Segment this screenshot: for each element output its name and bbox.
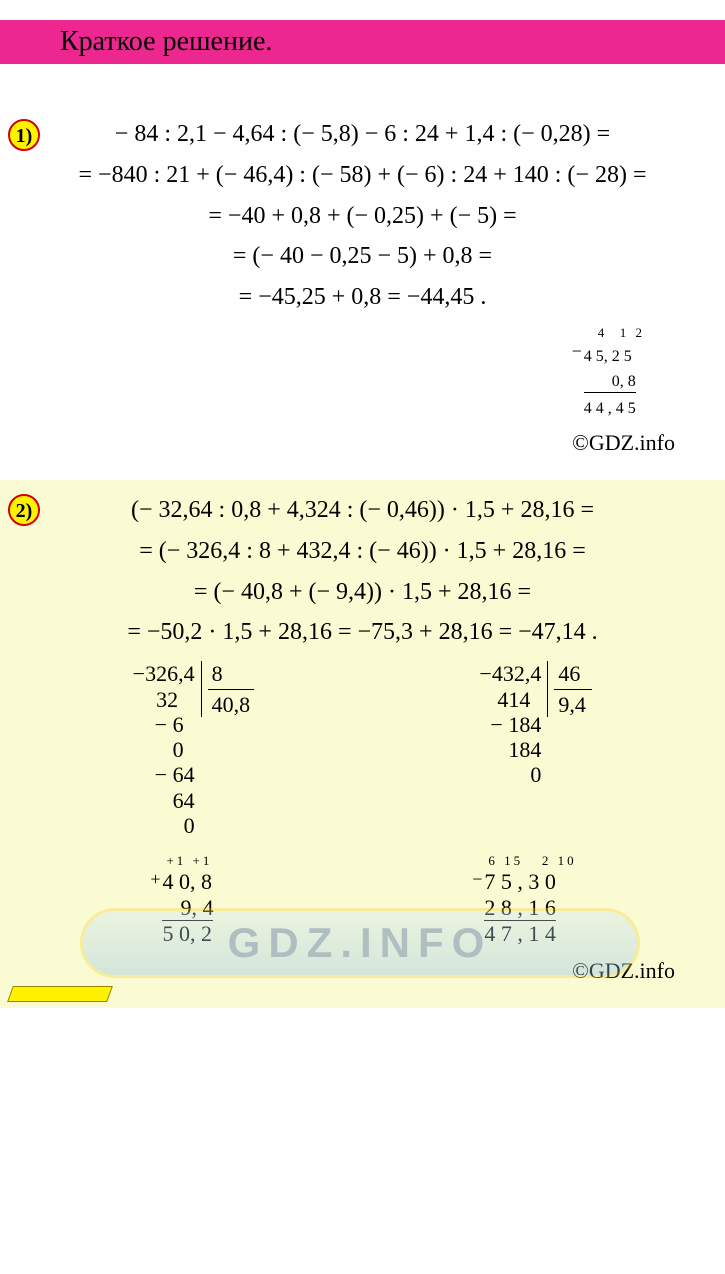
ld2-quotient: 9,4 [554,690,592,717]
problem-1-math: − 84 : 2,1 − 4,64 : (− 5,8) − 6 : 24 + 1… [20,114,705,318]
p1-sub-top: 4 5, 2 5 [584,348,632,365]
bullet-2: 2) [8,494,40,526]
problem-1-section: 1) − 84 : 2,1 − 4,64 : (− 5,8) − 6 : 24 … [0,64,725,480]
logo-badge-bottom: GDZ.INFO [80,908,640,978]
ld1-s1: 6 [167,712,184,737]
p2-line-0: (− 32,64 : 0,8 + 4,324 : (− 0,46)) · 1,5… [30,490,695,531]
p1-line-3: = (− 40 − 0,25 − 5) + 0,8 = [30,236,695,277]
header-bar: Краткое решение. [0,20,725,64]
p2-sub-carry: 6 15 2 10 [470,854,576,869]
problem-2-math: (− 32,64 : 0,8 + 4,324 : (− 0,46)) · 1,5… [20,490,705,653]
p2-longdiv-row: −326,4 32 − 6 0 − 64 64 0 8 40,8 −432,4 … [20,653,705,846]
logo-text-bottom: GDZ.INFO [80,908,640,978]
p2-sub-top: 7 5 , 3 0 [484,869,556,894]
p1-column-subtraction: 4 1 2 −4 5, 2 5 0, 8 4 4 , 4 5 [20,318,705,426]
ld1-s4: 64 [167,788,195,813]
ld2-divisor: 46 [554,661,592,689]
ld2-s3: 0 [514,762,542,787]
problem-2-section: 2) (− 32,64 : 0,8 + 4,324 : (− 0,46)) · … [0,480,725,1008]
ld2-s1: 184 [503,712,542,737]
ld1-quotient: 40,8 [208,690,255,717]
p2-add-carry: +1 +1 [148,854,213,869]
p1-line-2: = −40 + 0,8 + (− 0,25) + (− 5) = [30,196,695,237]
copyright-1: ©GDZ.info [20,426,705,460]
ld1-s2: 0 [167,737,184,762]
longdiv-1: −326,4 32 − 6 0 − 64 64 0 8 40,8 [133,661,254,838]
p2-line-1: = (− 326,4 : 8 + 432,4 : (− 46)) · 1,5 +… [30,531,695,572]
ld2-s0: 414 [497,687,530,712]
bullet-1: 1) [8,119,40,151]
p1-sub-carry: 4 1 2 [570,326,645,341]
p1-line-0: − 84 : 2,1 − 4,64 : (− 5,8) − 6 : 24 + 1… [30,114,695,155]
p1-line-4: = −45,25 + 0,8 = −44,45 . [30,277,695,318]
p2-line-2: = (− 40,8 + (− 9,4)) · 1,5 + 28,16 = [30,572,695,613]
p2-line-3: = −50,2 · 1,5 + 28,16 = −75,3 + 28,16 = … [30,612,695,653]
p1-sub-bottom: 0, 8 [584,373,636,392]
ld2-s2: 184 [503,737,542,762]
ld1-s5: 0 [173,813,195,838]
ld1-dividend: 326,4 [145,661,195,686]
p1-line-1: = −840 : 21 + (− 46,4) : (− 58) + (− 6) … [30,155,695,196]
longdiv-2: −432,4 414 − 184 184 0 46 9,4 [479,661,592,838]
ld1-s0: 32 [156,687,178,712]
book-corner-icon [10,986,110,1008]
ld1-divisor: 8 [208,661,255,689]
ld2-dividend: 432,4 [492,661,542,686]
header-title: Краткое решение. [60,26,272,57]
p2-add-top: 4 0, 8 [162,869,212,894]
p1-sub-result: 4 4 , 4 5 [584,400,636,417]
ld1-s3: 64 [167,762,195,787]
